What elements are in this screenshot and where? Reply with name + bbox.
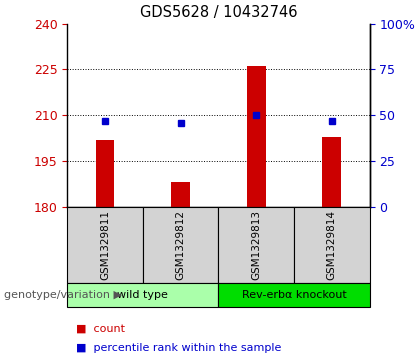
Bar: [247, 66, 266, 207]
Bar: [96, 140, 115, 207]
Bar: [218, 283, 370, 307]
Bar: [143, 207, 218, 283]
Text: GSM1329814: GSM1329814: [327, 210, 337, 280]
Text: wild type: wild type: [117, 290, 168, 300]
Bar: [171, 183, 190, 207]
Text: GSM1329812: GSM1329812: [176, 210, 186, 280]
Text: genotype/variation ▶: genotype/variation ▶: [4, 290, 122, 300]
Text: GSM1329813: GSM1329813: [251, 210, 261, 280]
Bar: [218, 207, 294, 283]
Text: ■  count: ■ count: [76, 323, 125, 334]
Title: GDS5628 / 10432746: GDS5628 / 10432746: [140, 5, 297, 20]
Text: GSM1329811: GSM1329811: [100, 210, 110, 280]
Bar: [67, 283, 218, 307]
Bar: [323, 136, 341, 207]
Text: Rev-erbα knockout: Rev-erbα knockout: [241, 290, 346, 300]
Bar: [67, 207, 143, 283]
Text: ■  percentile rank within the sample: ■ percentile rank within the sample: [76, 343, 281, 354]
Bar: [294, 207, 370, 283]
